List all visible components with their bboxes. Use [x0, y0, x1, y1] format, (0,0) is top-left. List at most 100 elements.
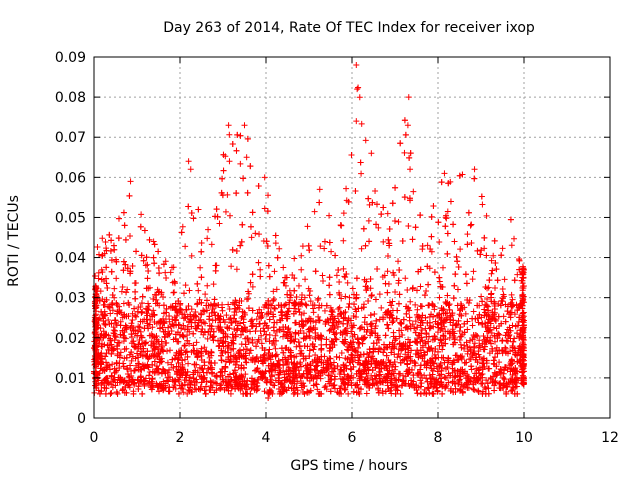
- data-point: [227, 353, 234, 360]
- data-point: [108, 237, 115, 244]
- data-point: [280, 328, 287, 335]
- data-point: [403, 303, 410, 310]
- data-point: [399, 331, 406, 338]
- data-point: [120, 378, 127, 385]
- data-point: [232, 385, 239, 392]
- data-point: [263, 311, 270, 318]
- data-point: [155, 248, 162, 255]
- data-point: [375, 348, 382, 355]
- data-point: [510, 338, 517, 345]
- data-point: [206, 387, 213, 394]
- data-point: [280, 367, 287, 374]
- data-point: [238, 362, 245, 369]
- data-point: [391, 359, 398, 366]
- data-point: [140, 257, 147, 264]
- data-point: [337, 368, 344, 375]
- data-point: [160, 294, 167, 301]
- data-point: [329, 338, 336, 345]
- data-point: [130, 390, 137, 397]
- data-point: [271, 319, 278, 326]
- data-point: [340, 361, 347, 368]
- data-point: [121, 222, 128, 229]
- data-point: [128, 357, 135, 364]
- data-point: [316, 390, 323, 397]
- data-point: [426, 389, 433, 396]
- data-point: [456, 172, 463, 179]
- data-point: [248, 234, 255, 241]
- data-point: [461, 329, 468, 336]
- data-point: [117, 375, 124, 382]
- data-point: [424, 263, 431, 270]
- data-point: [299, 243, 306, 250]
- data-point: [283, 344, 290, 351]
- data-point: [226, 306, 233, 313]
- data-point: [441, 374, 448, 381]
- data-point: [243, 346, 250, 353]
- data-point: [278, 390, 285, 397]
- data-point: [465, 300, 472, 307]
- data-point: [124, 366, 131, 373]
- data-point: [358, 245, 365, 252]
- data-point: [358, 120, 365, 127]
- data-point: [376, 291, 383, 298]
- data-point: [466, 378, 473, 385]
- data-point: [298, 292, 305, 299]
- data-point: [212, 267, 219, 274]
- data-point: [348, 328, 355, 335]
- data-point: [365, 367, 372, 374]
- data-point: [393, 383, 400, 390]
- data-point: [379, 387, 386, 394]
- data-point: [208, 369, 215, 376]
- data-point: [176, 306, 183, 313]
- data-point: [307, 287, 314, 294]
- data-point: [182, 243, 189, 250]
- data-point: [471, 340, 478, 347]
- data-point: [497, 302, 504, 309]
- data-point: [360, 225, 367, 232]
- data-point: [141, 227, 148, 234]
- data-point: [137, 223, 144, 230]
- data-point: [439, 284, 446, 291]
- data-point: [275, 371, 282, 378]
- data-point: [291, 255, 298, 262]
- data-point: [287, 349, 294, 356]
- data-point: [365, 380, 372, 387]
- data-point: [475, 319, 482, 326]
- data-point: [215, 325, 222, 332]
- data-point: [315, 313, 322, 320]
- data-point: [178, 229, 185, 236]
- data-point: [423, 329, 430, 336]
- data-point: [219, 304, 226, 311]
- data-point: [192, 367, 199, 374]
- data-point: [384, 377, 391, 384]
- data-point: [481, 355, 488, 362]
- data-point: [407, 150, 414, 157]
- data-point: [286, 305, 293, 312]
- data-point: [343, 185, 350, 192]
- data-point: [445, 370, 452, 377]
- data-point: [165, 388, 172, 395]
- data-point: [216, 220, 223, 227]
- data-point: [265, 297, 272, 304]
- data-point: [498, 320, 505, 327]
- data-point: [124, 286, 131, 293]
- data-point: [435, 321, 442, 328]
- data-point: [464, 381, 471, 388]
- data-point: [155, 289, 162, 296]
- data-point: [401, 149, 408, 156]
- data-point: [282, 356, 289, 363]
- data-point: [137, 318, 144, 325]
- data-point: [497, 370, 504, 377]
- data-point: [102, 321, 109, 328]
- data-point: [450, 221, 457, 228]
- data-point: [355, 344, 362, 351]
- data-point: [457, 333, 464, 340]
- data-point: [367, 312, 374, 319]
- data-point: [468, 363, 475, 370]
- data-point: [312, 335, 319, 342]
- data-point: [356, 367, 363, 374]
- data-point: [343, 270, 350, 277]
- data-point: [213, 380, 220, 387]
- data-point: [385, 325, 392, 332]
- data-point: [253, 343, 260, 350]
